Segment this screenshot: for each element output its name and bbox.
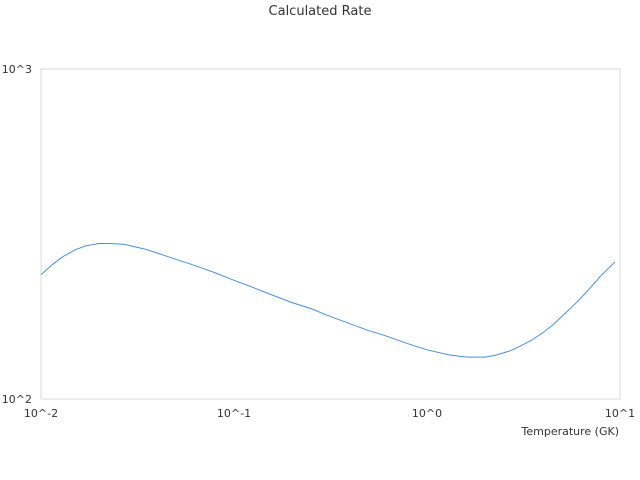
series-line xyxy=(40,243,616,358)
x-tick-label: 10^1 xyxy=(605,407,635,420)
y-tick-label: 10^3 xyxy=(2,63,32,76)
x-tick-label: 10^-2 xyxy=(24,407,58,420)
plot-area-frame xyxy=(40,68,621,400)
y-tick-label: 10^2 xyxy=(2,393,32,406)
x-axis-label: Temperature (GK) xyxy=(521,425,620,438)
x-tick-label: 10^0 xyxy=(412,407,442,420)
x-tick-label: 10^-1 xyxy=(217,407,251,420)
chart-title: Calculated Rate xyxy=(268,4,372,19)
